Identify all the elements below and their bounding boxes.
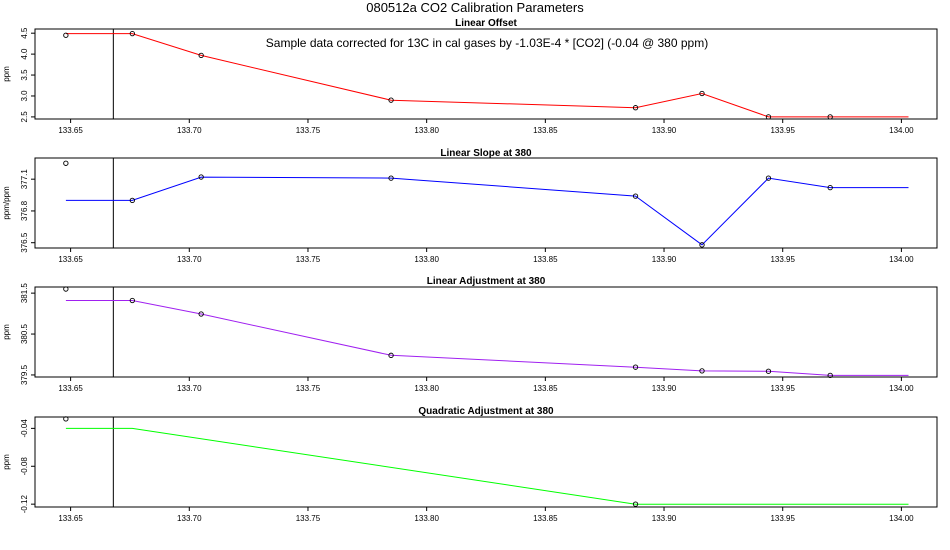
y-tick-label: 3.5 xyxy=(20,69,29,81)
x-tick-label: 133.70 xyxy=(177,255,202,264)
chart-panel-2: Linear Slope at 380 133.65 133.70 133.75 133… xyxy=(2,148,938,264)
data-point xyxy=(63,160,69,166)
y-tick-label: 4.0 xyxy=(20,48,29,60)
x-tick-label: 134.00 xyxy=(889,384,914,393)
y-axis-label: ppm xyxy=(2,454,11,470)
x-tick-label: 133.70 xyxy=(177,384,202,393)
x-tick-label: 133.85 xyxy=(533,255,558,264)
data-point xyxy=(632,501,639,507)
x-tick-label: 133.90 xyxy=(652,126,677,135)
data-point xyxy=(632,364,639,370)
x-tick-label: 133.75 xyxy=(296,384,321,393)
data-point xyxy=(388,352,394,358)
x-tick-label: 133.95 xyxy=(770,126,795,135)
series-line xyxy=(65,176,909,246)
x-tick-label: 133.90 xyxy=(652,514,677,523)
data-point xyxy=(632,193,639,199)
data-point xyxy=(63,286,69,292)
x-tick-label: 133.80 xyxy=(414,514,439,523)
data-point xyxy=(198,52,204,59)
x-tick-label: 133.85 xyxy=(533,514,558,523)
x-tick-label: 133.65 xyxy=(58,255,83,264)
x-tick-label: 133.90 xyxy=(652,384,677,393)
data-point xyxy=(699,368,705,374)
x-tick-label: 133.95 xyxy=(770,255,795,264)
data-point xyxy=(129,197,135,204)
data-point xyxy=(765,175,772,181)
data-point xyxy=(63,416,69,422)
data-point xyxy=(765,368,772,374)
data-point xyxy=(198,174,204,180)
data-point xyxy=(388,175,394,181)
chart-title: Linear Slope at 380 xyxy=(440,148,532,159)
x-tick-label: 133.80 xyxy=(414,126,439,135)
data-point xyxy=(699,90,705,97)
y-axis-label: ppm/ppm xyxy=(2,186,11,220)
y-tick-label: 379.5 xyxy=(20,364,29,385)
y-axis-label: ppm xyxy=(2,324,11,340)
data-point xyxy=(699,242,705,248)
y-tick-label: 380.5 xyxy=(20,323,29,344)
plot-frame xyxy=(34,416,938,508)
data-point xyxy=(632,105,639,111)
chart-panel-1: Linear Offset 133.65 133.70 133.75 133.80 133… xyxy=(2,18,938,135)
chart-title: Linear Adjustment at 380 xyxy=(427,276,546,287)
data-point xyxy=(827,372,833,379)
x-tick-label: 133.70 xyxy=(177,126,202,135)
x-tick-label: 133.75 xyxy=(296,514,321,523)
plot-frame xyxy=(34,286,938,378)
x-tick-label: 133.70 xyxy=(177,514,202,523)
y-tick-label: 376.8 xyxy=(20,200,29,221)
plot-frame xyxy=(34,28,938,120)
y-tick-label: 2.5 xyxy=(20,111,29,123)
chart-panel-3: Linear Adjustment at 380 133.65 133.70 133.… xyxy=(2,276,938,393)
y-tick-label: -0.12 xyxy=(20,494,29,513)
y-tick-label: -0.08 xyxy=(20,457,29,476)
x-tick-label: 134.00 xyxy=(889,514,914,523)
x-tick-label: 133.75 xyxy=(296,126,321,135)
y-tick-label: 376.5 xyxy=(20,232,29,253)
x-tick-label: 133.65 xyxy=(58,384,83,393)
y-tick-label: 3.0 xyxy=(20,90,29,102)
x-tick-label: 133.95 xyxy=(770,384,795,393)
chart-panel-4: Quadratic Adjustment at 380 133.65 133.70 1… xyxy=(2,406,938,523)
data-point xyxy=(63,32,69,38)
data-point xyxy=(129,297,135,304)
x-tick-label: 134.00 xyxy=(889,126,914,135)
x-tick-label: 133.65 xyxy=(58,126,83,135)
series-line xyxy=(65,427,909,505)
series-line xyxy=(65,300,909,376)
data-point xyxy=(198,311,204,317)
y-tick-label: 4.5 xyxy=(20,27,29,39)
x-tick-label: 133.65 xyxy=(58,514,83,523)
data-point xyxy=(827,114,833,120)
data-point xyxy=(765,114,772,120)
series-line xyxy=(65,33,909,118)
x-tick-label: 133.95 xyxy=(770,514,795,523)
x-tick-label: 133.90 xyxy=(652,255,677,264)
chart-annotation: Sample data corrected for 13C in cal gas… xyxy=(266,36,708,50)
x-tick-label: 133.75 xyxy=(296,255,321,264)
y-axis-label: ppm xyxy=(2,66,11,82)
plot-frame xyxy=(34,157,938,249)
y-tick-label: 381.5 xyxy=(20,283,29,304)
data-point xyxy=(388,97,394,103)
x-tick-label: 133.80 xyxy=(414,384,439,393)
y-tick-label: -0.04 xyxy=(20,419,29,438)
x-tick-label: 133.80 xyxy=(414,255,439,264)
chart-title: Linear Offset xyxy=(455,18,517,29)
x-tick-label: 133.85 xyxy=(533,126,558,135)
data-point xyxy=(129,30,135,37)
page-title: 080512a CO2 Calibration Parameters xyxy=(366,0,584,15)
chart-title: Quadratic Adjustment at 380 xyxy=(418,406,554,417)
data-point xyxy=(827,184,833,191)
x-tick-label: 133.85 xyxy=(533,384,558,393)
y-tick-label: 377.1 xyxy=(20,169,29,190)
x-tick-label: 134.00 xyxy=(889,255,914,264)
